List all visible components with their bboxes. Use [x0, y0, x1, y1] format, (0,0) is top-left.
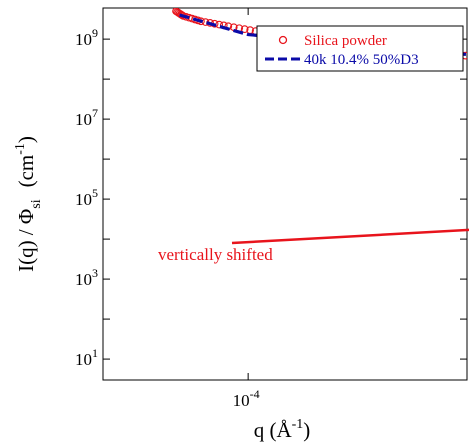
- y-tick-exponent: 9: [92, 26, 98, 40]
- y-tick-exponent: 5: [92, 186, 98, 200]
- annotation-arrow: [231, 228, 469, 245]
- x-tick-label: 10-4: [233, 387, 260, 410]
- y-tick-label: 109: [75, 26, 98, 49]
- y-tick-label: 105: [75, 186, 98, 209]
- annotation-text: vertically shifted: [158, 245, 273, 264]
- x-tick-base: 10: [233, 391, 250, 410]
- plot-frame-rect: [102, 7, 468, 381]
- y-tick-exponent: 1: [92, 346, 98, 360]
- data-point: [240, 25, 249, 34]
- x-axis-label: q (Å-1): [254, 417, 311, 442]
- y-axis-label: I(q) / Φsi(cm-1): [13, 136, 44, 272]
- y-tick-base: 10: [75, 110, 92, 129]
- legend-label-silica: Silica powder: [304, 33, 387, 49]
- annotation: vertically shifted: [158, 228, 469, 264]
- legend-box: [256, 25, 464, 72]
- y-tick-label: 101: [75, 346, 98, 369]
- y-tick-exponent: 3: [92, 266, 98, 280]
- legend: Silica powder 40k 10.4% 50%D3: [256, 25, 464, 72]
- legend-label-40k: 40k 10.4% 50%D3: [304, 52, 419, 68]
- y-tick-base: 10: [75, 190, 92, 209]
- x-tick-exponent: -4: [250, 387, 260, 401]
- legend-marker-silica: [278, 35, 288, 45]
- y-tick-exponent: 7: [92, 106, 98, 120]
- y-tick-label: 107: [75, 106, 98, 129]
- y-tick-base: 10: [75, 350, 92, 369]
- y-tick-base: 10: [75, 30, 92, 49]
- x-axis-ticks: 10-410-310-210-1: [233, 8, 260, 410]
- plot-frame: [102, 7, 468, 381]
- y-tick-label: 103: [75, 266, 98, 289]
- y-tick-base: 10: [75, 270, 92, 289]
